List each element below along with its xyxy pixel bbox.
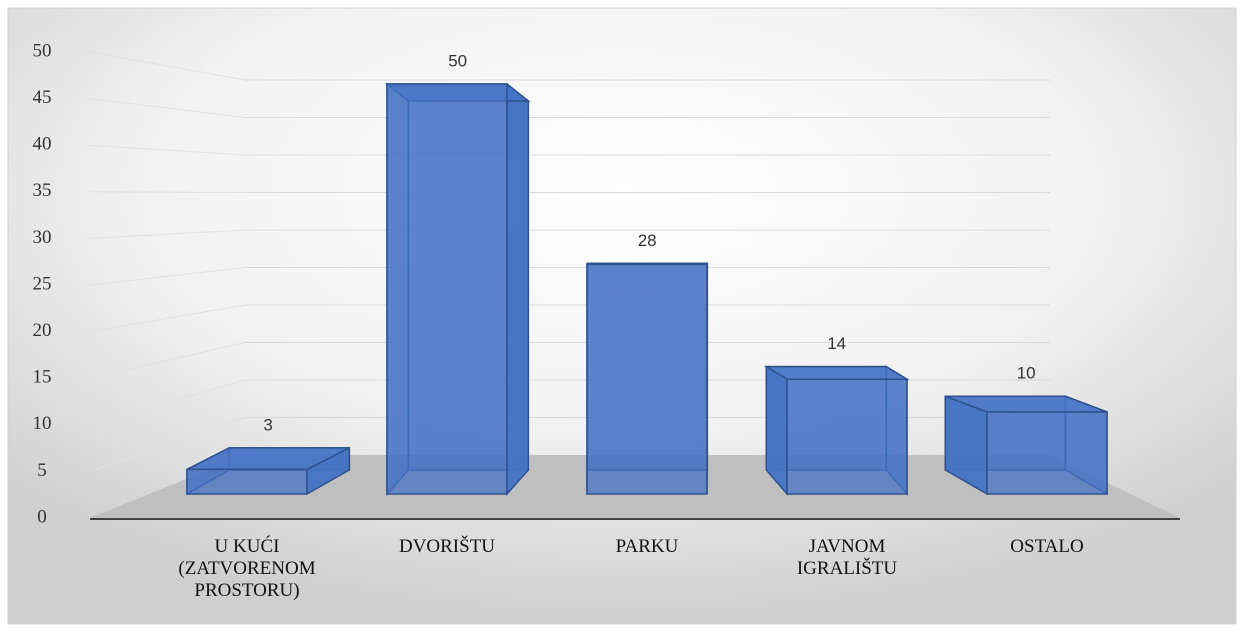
- y-tick-label: 30: [33, 227, 52, 248]
- y-tick-label: 50: [33, 40, 52, 61]
- bar: [786, 378, 908, 495]
- bar-top: [763, 365, 910, 380]
- grid-line: [89, 267, 246, 286]
- x-tick-label: DVORIŠTU: [398, 536, 496, 557]
- value-label: 50: [448, 51, 467, 70]
- x-tick-label: OSTALO: [1010, 536, 1084, 557]
- grid-line: [89, 304, 246, 333]
- y-tick-label: 15: [33, 367, 52, 388]
- x-tick-label: U KUĆI (ZATVORENOM PROSTORU): [178, 536, 316, 601]
- value-label: 14: [827, 334, 846, 353]
- y-tick-label: 40: [33, 134, 52, 155]
- y-tick-label: 35: [33, 180, 52, 201]
- value-label: 3: [263, 415, 272, 434]
- y-tick-label: 20: [33, 320, 52, 341]
- y-tick-label: 45: [33, 87, 52, 108]
- value-label: 10: [1017, 364, 1036, 383]
- x-tick-label: JAVNOM IGRALIŠTU: [796, 536, 898, 579]
- bar: [586, 263, 708, 495]
- grid-line: [89, 229, 246, 239]
- bar-side: [506, 82, 530, 496]
- bar: [386, 83, 508, 495]
- x-tick-label: PARKU: [615, 536, 679, 557]
- bar: [186, 468, 308, 495]
- y-tick-label: 0: [37, 506, 47, 527]
- grid-line: [89, 191, 246, 193]
- grid-line: [89, 98, 246, 118]
- value-label: 28: [638, 231, 657, 250]
- y-tick-label: 10: [33, 413, 52, 434]
- grid-line: [89, 417, 246, 472]
- grid-line: [89, 379, 246, 426]
- grid-line: [89, 144, 246, 156]
- y-tick-label: 5: [37, 460, 47, 481]
- grid-line: [89, 342, 246, 379]
- grid-line: [89, 51, 246, 81]
- y-tick-label: 25: [33, 273, 52, 294]
- bar: [986, 411, 1108, 495]
